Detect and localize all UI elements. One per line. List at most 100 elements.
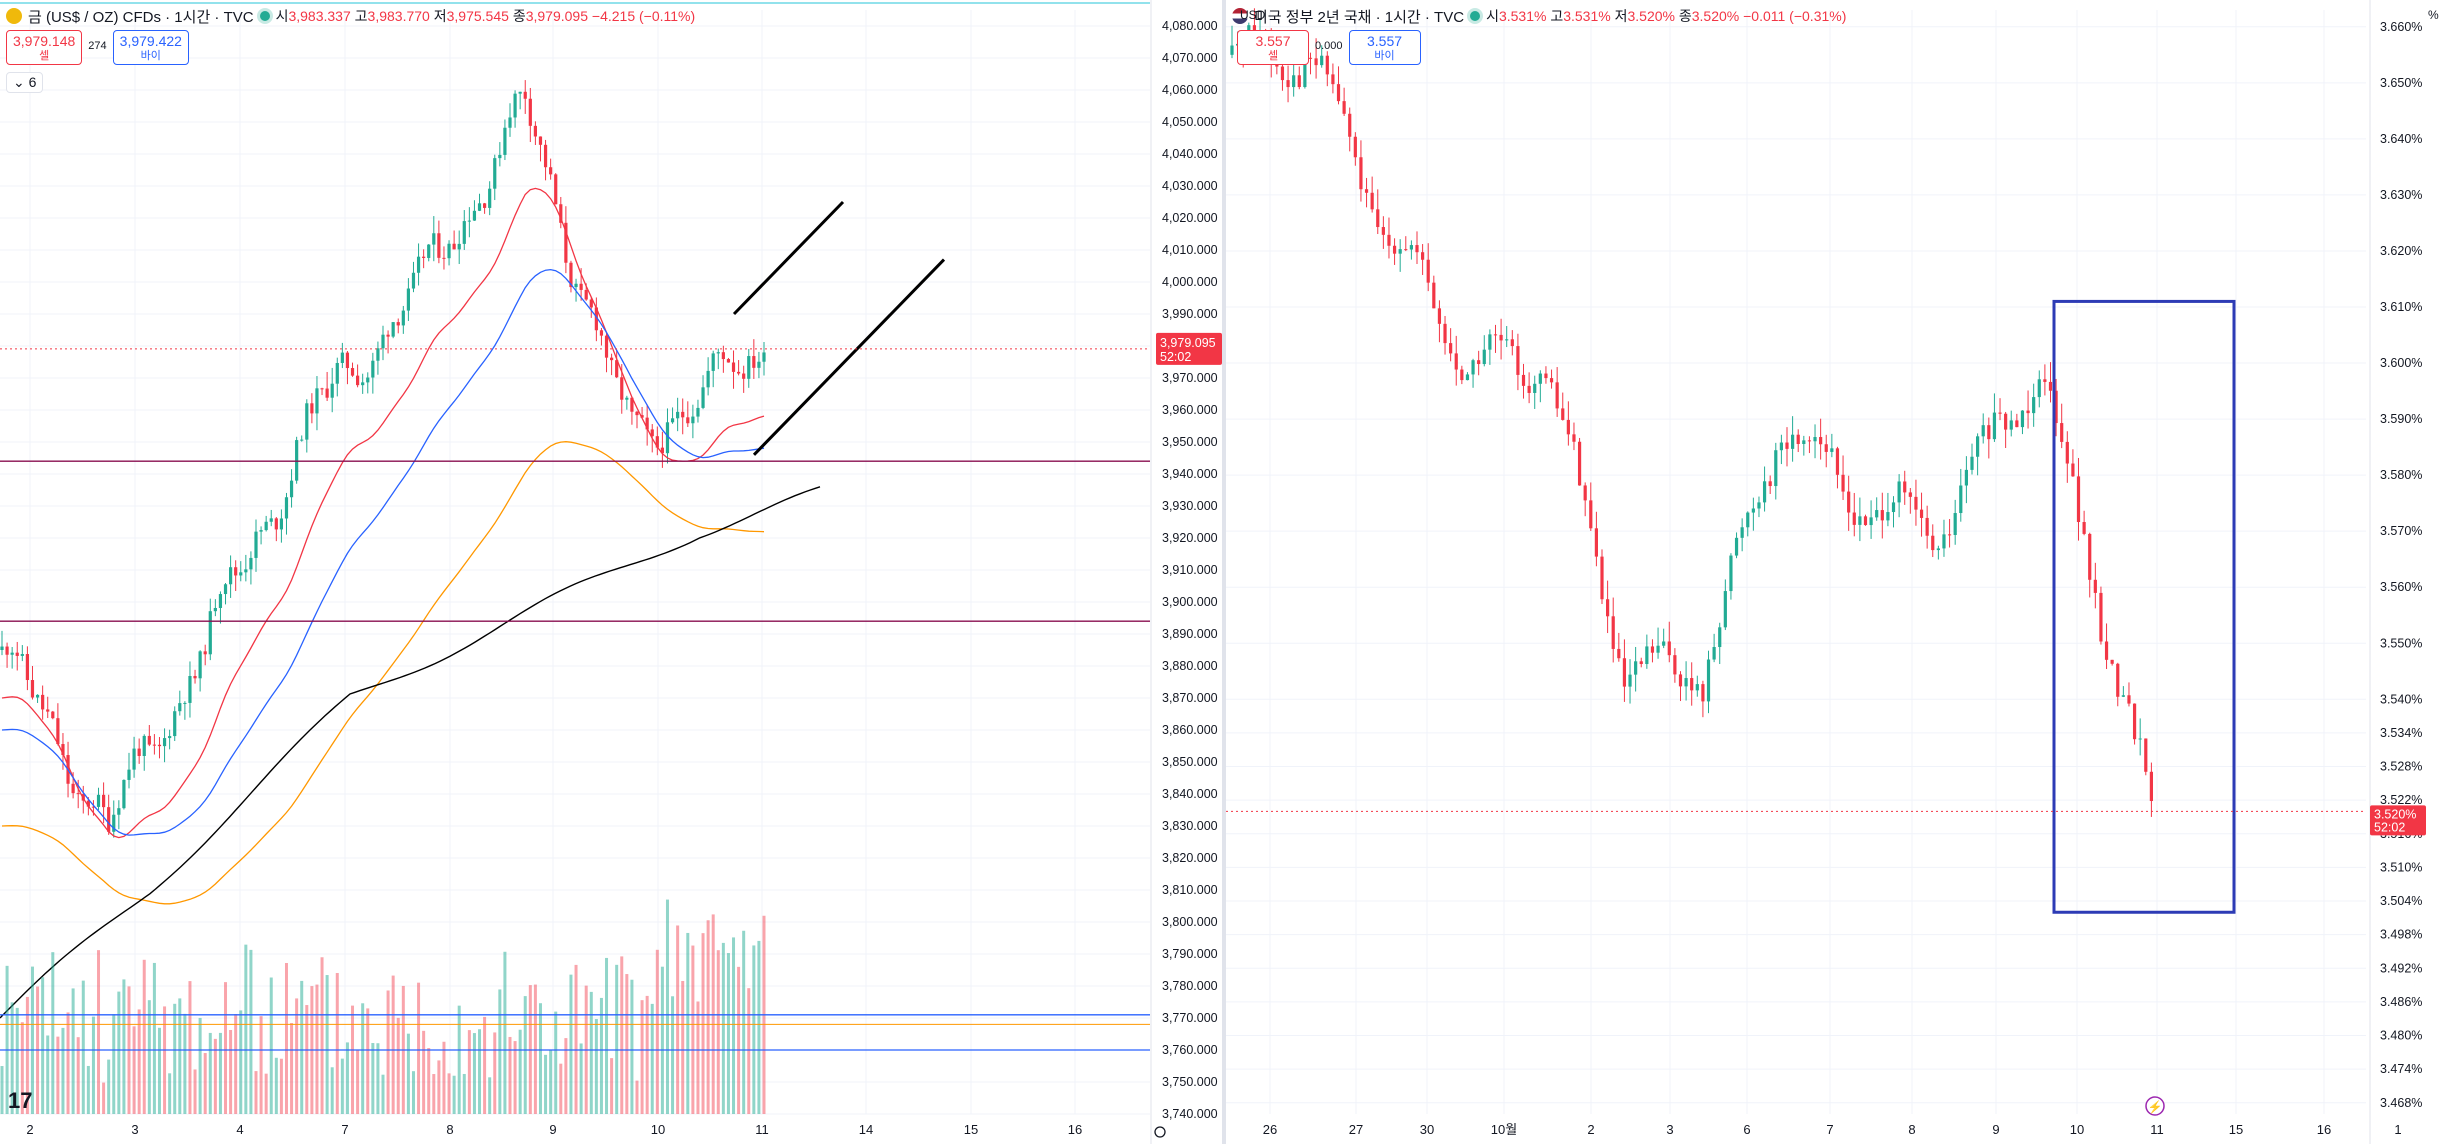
gold-volume-bar: [61, 1027, 65, 1114]
gold-candle-body: [665, 422, 670, 454]
us2y-candle-body: [2009, 420, 2013, 430]
right-axis-currency[interactable]: %: [2428, 8, 2439, 22]
gold-volume-bar: [183, 1013, 187, 1114]
us2y-candle-body: [2144, 738, 2148, 772]
gold-volume-bar: [538, 1003, 542, 1114]
us2y-candle-body: [1802, 440, 1806, 445]
gold-volume-bar: [168, 1073, 172, 1114]
gold-volume-bar: [295, 998, 299, 1114]
gold-volume-bar: [615, 964, 619, 1114]
gold-candle-body: [569, 262, 573, 288]
gold-candle-body: [381, 334, 385, 349]
gold-volume-bar: [224, 982, 228, 1114]
us2y-candle-body: [1421, 252, 1425, 260]
gold-volume-bar: [742, 930, 746, 1114]
gold-x-tick-label: 4: [236, 1122, 243, 1137]
gold-last-price-tag[interactable]: [1156, 332, 1222, 365]
gold-volume-bar: [483, 1016, 487, 1114]
gold-candle-body: [0, 646, 4, 650]
us2y-y-tick-label: 3.540%: [2380, 692, 2422, 706]
us2y-x-tick-label: 2: [1587, 1122, 1594, 1137]
us2y-candle-body: [1320, 55, 1324, 66]
us2y-candle-body: [2121, 695, 2125, 697]
us2y-x-tick-label: 1: [2394, 1122, 2401, 1137]
gold-volume-bar: [56, 1036, 60, 1114]
us2y-candle-body: [1706, 659, 1711, 702]
us2y-candle-body: [1824, 444, 1828, 452]
us2y-candle-body: [1404, 249, 1408, 251]
gold-y-tick-label: 3,960.000: [1162, 403, 1218, 417]
gold-volume-bar: [340, 1058, 344, 1114]
market-open-icon: [259, 11, 270, 21]
gold-candle-body: [361, 382, 365, 386]
us2y-candle-body: [1555, 382, 1559, 409]
pane-divider[interactable]: [1222, 0, 1226, 1144]
gold-volume-bar: [523, 996, 527, 1114]
us2y-candle-body: [1992, 412, 1997, 440]
gold-volume-bar: [147, 1000, 151, 1114]
us2y-y-tick-label: 3.600%: [2380, 356, 2422, 370]
gold-volume-bar: [320, 957, 324, 1114]
lightning-icon[interactable]: [2145, 1096, 2165, 1116]
us2y-ohlc: 시3.531% 고3.531% 저3.520% 종3.520% −0.011 (…: [1486, 8, 1847, 24]
gold-candle-body: [518, 91, 522, 94]
us2y-buy-button[interactable]: 3.557 바이: [1348, 30, 1421, 65]
gold-buy-button[interactable]: 3,979.422 바이: [112, 30, 189, 65]
gold-trend-line-lower[interactable]: [752, 258, 946, 456]
gold-candle-body: [376, 348, 380, 361]
gear-icon[interactable]: [1154, 1126, 1166, 1138]
gold-volume-bar: [86, 1065, 90, 1114]
us2y-candle-body: [1695, 684, 1699, 691]
gold-volume-bar: [163, 1006, 167, 1114]
gold-volume-bar: [442, 1041, 446, 1114]
gold-volume-bar: [696, 1001, 700, 1114]
gold-volume-bar: [213, 1038, 217, 1114]
gold-y-tick-label: 3,830.000: [1162, 819, 1218, 833]
us2y-candle-body: [1449, 343, 1453, 354]
us2y-candle-body: [1454, 353, 1458, 370]
gold-candle-body: [437, 233, 441, 258]
gold-candle-body: [356, 375, 360, 386]
us2y-candle-body: [1650, 646, 1655, 653]
us2y-symbol-title[interactable]: 미국 정부 2년 국채 · 1시간 · TVC: [1254, 8, 1465, 26]
gold-volume-bar: [437, 1060, 441, 1114]
gold-volume-bar: [625, 974, 629, 1114]
gold-volume-bar: [351, 1005, 355, 1114]
us2y-candle-body: [1561, 408, 1565, 420]
us2y-candle-body: [2149, 771, 2153, 802]
gold-candle-body: [157, 744, 162, 747]
gold-volume-bar: [752, 945, 756, 1114]
us2y-candle-body: [1533, 383, 1537, 393]
us2y-sell-button[interactable]: 3.557 셀: [1237, 30, 1309, 65]
us2y-candlestick-chart[interactable]: 3.660% 3.650% 3.640% 3.630% 3.620% 3.610% 3.60…: [1226, 0, 2451, 1144]
gold-sell-button[interactable]: 3,979.148 셀: [6, 30, 83, 65]
gold-chart-pane[interactable]: 4,080.000 4,070.000 4,060.000 4,050.000 4,04…: [0, 0, 1222, 1144]
us2y-chart-pane[interactable]: 3.660% 3.650% 3.640% 3.630% 3.620% 3.610% 3.60…: [1226, 0, 2451, 1144]
gold-candle-body: [223, 584, 228, 595]
gold-trend-line-upper[interactable]: [732, 200, 845, 316]
us2y-candle-body: [2015, 420, 2019, 428]
us2y-candle-body: [2043, 379, 2047, 382]
gold-volume-bar: [305, 1005, 309, 1114]
us2y-y-tick-label: 3.480%: [2380, 1029, 2422, 1043]
us2y-last-price-tag[interactable]: [2370, 805, 2426, 836]
gold-volume-bar: [564, 1038, 568, 1114]
us2y-candle-body: [1308, 57, 1313, 59]
us2y-candle-body: [1488, 334, 1492, 350]
gold-candle-body: [498, 154, 502, 159]
us2y-y-tick-label: 3.550%: [2380, 636, 2422, 650]
indicators-collapse-button[interactable]: ⌄ 6: [6, 72, 44, 93]
left-axis-currency[interactable]: USD: [1240, 8, 1266, 22]
us2y-x-tick-label: 3: [1666, 1122, 1673, 1137]
us2y-highlight-box[interactable]: [2052, 299, 2236, 914]
gold-candle-body: [615, 360, 619, 378]
us2y-y-tick-label: 3.570%: [2380, 524, 2422, 538]
us2y-countdown-text: 52:02: [2374, 820, 2405, 834]
us2y-candle-body: [1673, 655, 1677, 675]
gold-candlestick-chart[interactable]: 4,080.000 4,070.000 4,060.000 4,050.000 4,04…: [0, 0, 1222, 1144]
gold-volume-bar: [488, 1077, 492, 1114]
tradingview-logo-icon[interactable]: 17: [8, 1088, 32, 1113]
gold-symbol-title[interactable]: 금 (US$ / OZ) CFDs · 1시간 · TVC: [28, 8, 254, 26]
gold-x-tick-label: 3: [131, 1122, 138, 1137]
gold-y-tick-label: 4,000.000: [1162, 275, 1218, 289]
